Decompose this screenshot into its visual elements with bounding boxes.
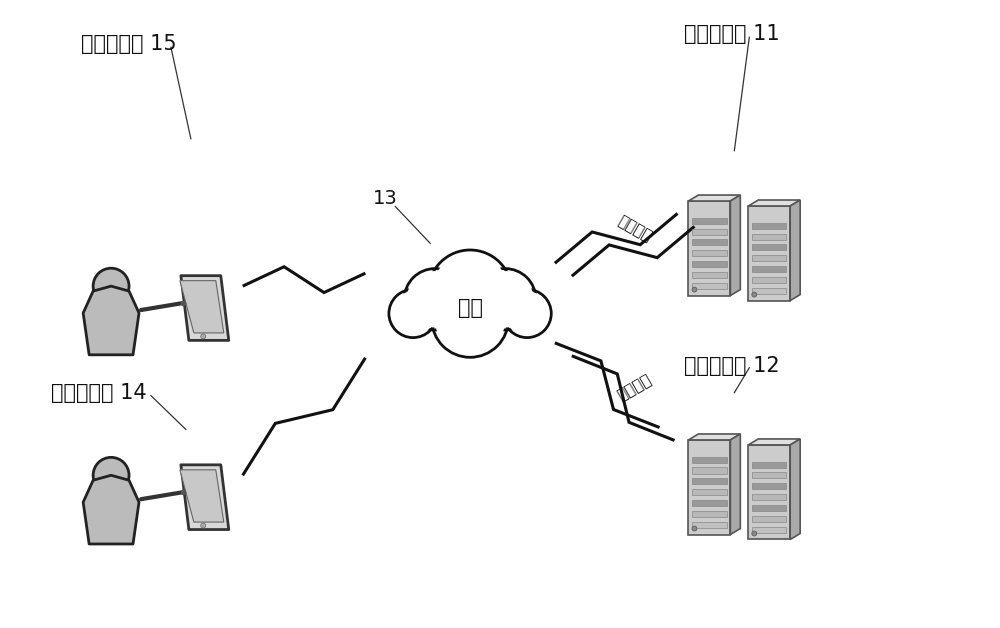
Bar [752, 472, 786, 479]
Polygon shape [730, 195, 740, 296]
Text: 网络: 网络 [458, 298, 483, 318]
Bar [692, 272, 727, 278]
Circle shape [752, 292, 757, 297]
Bar [692, 467, 727, 474]
Circle shape [407, 271, 463, 327]
Circle shape [692, 287, 697, 292]
Bar [692, 500, 727, 506]
Polygon shape [748, 206, 790, 301]
Bar [692, 218, 727, 224]
Text: 用户侧终端 15: 用户侧终端 15 [81, 34, 177, 54]
Bar [752, 234, 786, 239]
Bar [692, 251, 727, 256]
Circle shape [201, 334, 206, 339]
Polygon shape [181, 465, 229, 529]
Circle shape [503, 290, 551, 338]
Circle shape [692, 526, 697, 531]
Bar [752, 516, 786, 522]
Bar [752, 255, 786, 261]
Text: 13: 13 [373, 189, 398, 208]
Polygon shape [83, 475, 139, 544]
Bar [692, 283, 727, 289]
Polygon shape [688, 434, 740, 440]
Circle shape [435, 284, 505, 354]
Bar [692, 457, 727, 463]
Circle shape [389, 290, 437, 338]
Bar [752, 266, 786, 272]
Bar [752, 288, 786, 294]
Circle shape [752, 531, 757, 536]
Polygon shape [748, 439, 800, 445]
Circle shape [432, 253, 508, 330]
Circle shape [404, 269, 466, 330]
Circle shape [201, 523, 206, 528]
Polygon shape [180, 470, 224, 522]
Text: 模版服务器 11: 模版服务器 11 [684, 24, 780, 44]
Bar [692, 229, 727, 235]
Polygon shape [83, 286, 139, 355]
Text: 后台服务器 12: 后台服务器 12 [684, 356, 780, 376]
Circle shape [93, 457, 129, 493]
Circle shape [477, 271, 533, 327]
Circle shape [432, 281, 508, 357]
Polygon shape [748, 200, 800, 206]
Circle shape [505, 291, 549, 336]
Polygon shape [688, 201, 730, 296]
Polygon shape [180, 281, 224, 333]
Polygon shape [688, 440, 730, 534]
Bar [752, 484, 786, 489]
Polygon shape [790, 200, 800, 301]
Bar [752, 462, 786, 468]
Bar [692, 522, 727, 528]
Circle shape [428, 250, 512, 333]
Text: 模版配置: 模版配置 [615, 213, 654, 244]
Bar [692, 261, 727, 267]
Polygon shape [181, 276, 229, 340]
Polygon shape [688, 195, 740, 201]
Text: 业务内容: 业务内容 [615, 372, 654, 403]
Circle shape [391, 291, 435, 336]
Bar [752, 505, 786, 511]
Circle shape [93, 268, 129, 304]
Text: 用户侧终端 14: 用户侧终端 14 [51, 382, 147, 403]
Polygon shape [748, 445, 790, 539]
Bar [692, 489, 727, 495]
Circle shape [474, 269, 536, 330]
Bar [692, 479, 727, 484]
Bar [752, 223, 786, 229]
Polygon shape [730, 434, 740, 534]
Bar [692, 511, 727, 517]
Bar [692, 239, 727, 246]
Polygon shape [790, 439, 800, 539]
Bar [752, 494, 786, 501]
Bar [752, 527, 786, 533]
Bar [752, 277, 786, 283]
Bar [752, 244, 786, 251]
